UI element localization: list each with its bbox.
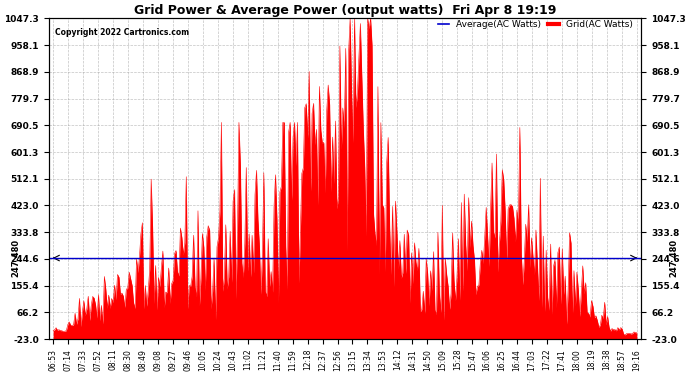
Text: 247.480: 247.480 (669, 239, 678, 277)
Text: 247.480: 247.480 (12, 239, 21, 277)
Text: Copyright 2022 Cartronics.com: Copyright 2022 Cartronics.com (55, 28, 188, 37)
Title: Grid Power & Average Power (output watts)  Fri Apr 8 19:19: Grid Power & Average Power (output watts… (134, 4, 556, 17)
Legend: Average(AC Watts), Grid(AC Watts): Average(AC Watts), Grid(AC Watts) (435, 16, 637, 33)
